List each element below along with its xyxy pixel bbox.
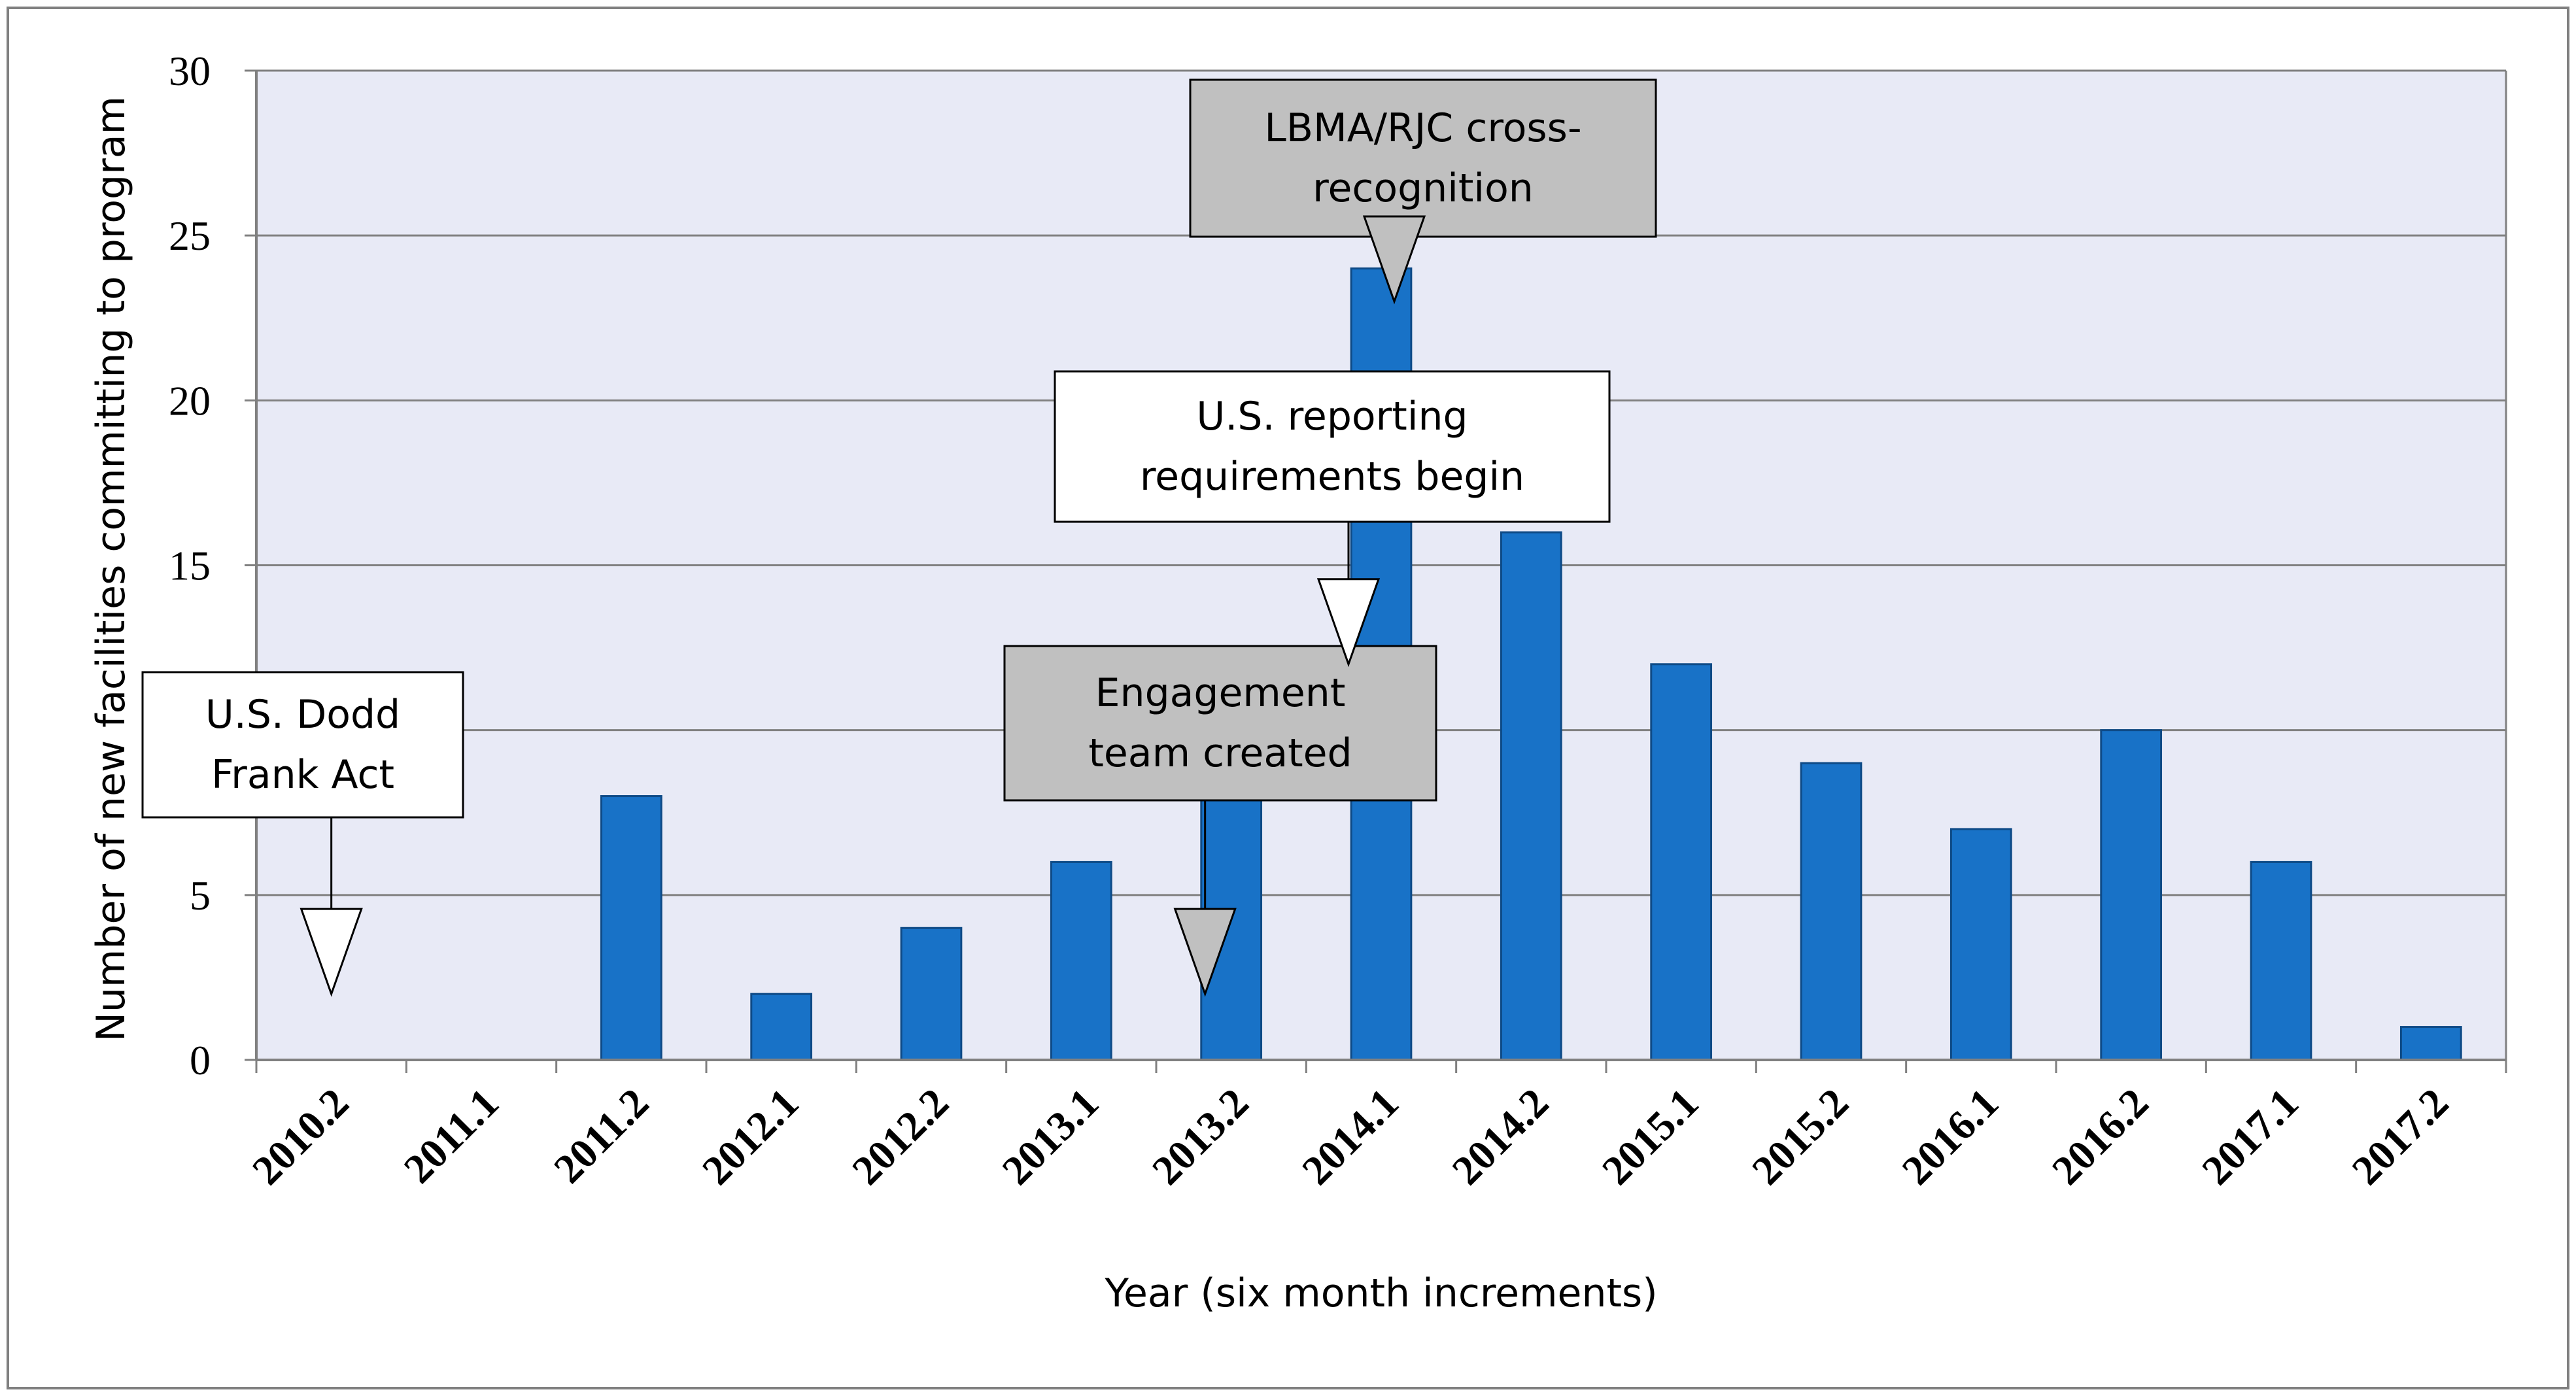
annotation-box <box>1189 78 1657 238</box>
annotation-reporting: U.S. reporting requirements begin <box>1054 370 1611 668</box>
bars <box>600 267 2462 1061</box>
annotations: U.S. Dodd Frank Act Engagement team created… <box>141 78 1657 997</box>
annotation-text: U.S. reporting <box>1196 394 1468 439</box>
y-tick-label: 5 <box>190 872 211 919</box>
annotation-arrow-head <box>1316 578 1381 668</box>
annotation-text: Engagement <box>1095 670 1346 716</box>
annotation-box <box>1054 370 1611 523</box>
y-tick-label: 0 <box>190 1037 211 1083</box>
y-tick-label: 25 <box>169 213 211 259</box>
x-axis-title: Year (six month increments) <box>1104 1270 1657 1316</box>
y-axis-title: Number of new facilities committing to p… <box>88 96 134 1042</box>
annotation-text: U.S. Dodd <box>205 692 400 738</box>
annotation-arrow-head <box>300 908 363 997</box>
annotation-text: Frank Act <box>211 752 394 798</box>
bar <box>1050 860 1112 1061</box>
annotation-text: recognition <box>1313 165 1534 211</box>
annotation-box <box>1003 645 1437 802</box>
y-tick-label: 20 <box>169 377 211 424</box>
bar <box>900 927 963 1061</box>
y-tick-label: 15 <box>169 543 211 589</box>
bar <box>2100 729 2163 1061</box>
annotation-lbma: LBMA/RJC cross-recognition <box>1189 78 1657 305</box>
bar <box>2250 860 2312 1061</box>
annotation-box <box>141 671 464 819</box>
annotation-arrow-head <box>1173 908 1237 997</box>
y-tick-label: 30 <box>169 48 211 94</box>
bar <box>750 993 813 1061</box>
annotation-text: team created <box>1088 730 1352 776</box>
bar <box>1800 762 1863 1061</box>
annotation-text: LBMA/RJC cross- <box>1264 105 1581 151</box>
bar <box>2399 1026 2462 1061</box>
annotation-arrow-head <box>1362 215 1426 305</box>
annotation-engagement: Engagement team created <box>1003 645 1437 997</box>
annotation-text: requirements begin <box>1140 454 1524 500</box>
bar <box>1650 663 1713 1061</box>
bar <box>600 795 662 1061</box>
bar <box>1949 828 2012 1061</box>
annotation-dodd-frank: U.S. Dodd Frank Act <box>141 671 464 997</box>
bar <box>1500 531 1562 1061</box>
